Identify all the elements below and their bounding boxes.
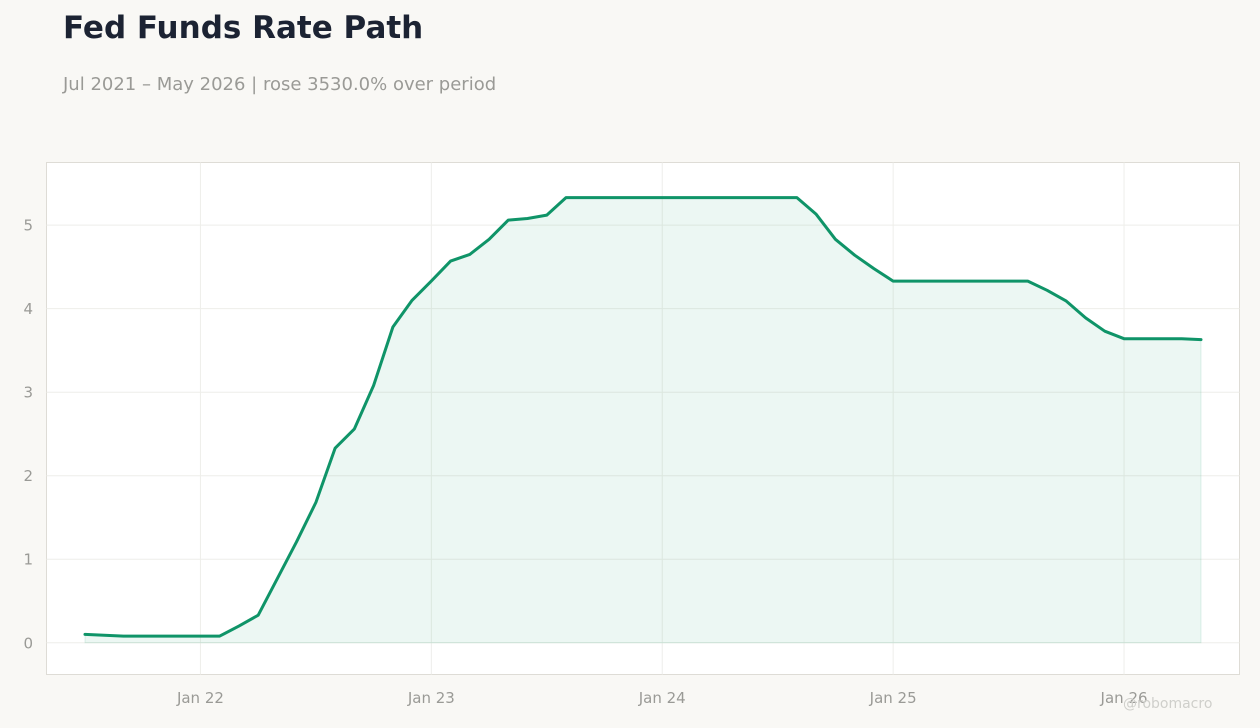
- page-title: Fed Funds Rate Path: [63, 10, 424, 46]
- y-tick-label: 1: [23, 551, 33, 569]
- y-axis: 0 1 2 3 4 5: [23, 217, 33, 653]
- x-tick-label: Jan 22: [176, 689, 224, 707]
- plot: [83, 196, 1203, 644]
- y-tick-label: 3: [23, 384, 33, 402]
- y-tick-label: 0: [23, 634, 33, 652]
- x-tick-label: Jan 25: [869, 689, 917, 707]
- x-tick-label: Jan 26: [1100, 689, 1148, 707]
- y-tick-label: 4: [23, 300, 33, 318]
- plot-area: [46, 162, 1240, 675]
- page-subtitle: Jul 2021 – May 2026 | rose 3530.0% over …: [63, 74, 497, 95]
- series-line: [83, 196, 1203, 638]
- y-tick-label: 5: [23, 217, 33, 235]
- x-tick-label: Jan 23: [407, 689, 455, 707]
- x-axis: Jan 22 Jan 23 Jan 24 Jan 25 Jan 26: [176, 689, 1148, 707]
- watermark: @robomacro: [1123, 696, 1213, 712]
- x-tick-label: Jan 24: [638, 689, 686, 707]
- grid: [46, 162, 1240, 675]
- y-tick-label: 2: [23, 467, 33, 485]
